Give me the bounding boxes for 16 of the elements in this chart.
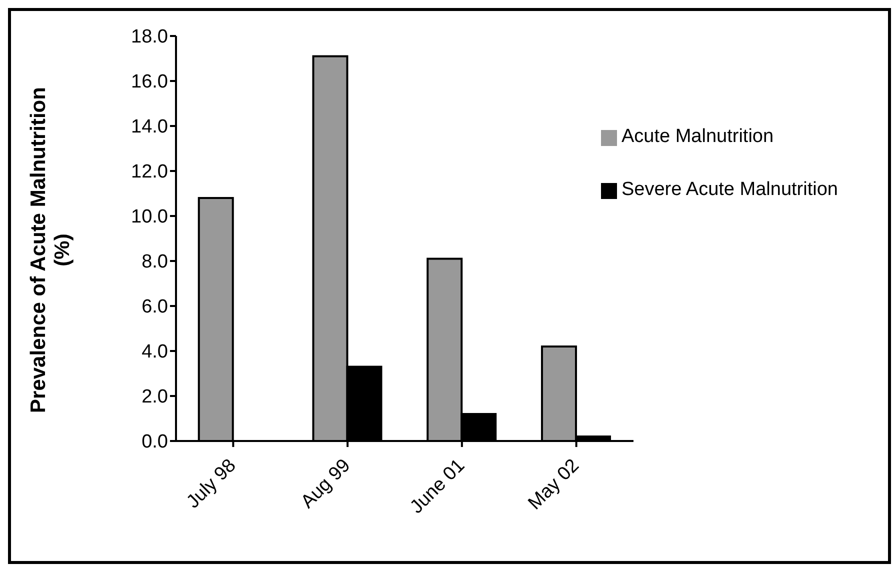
y-tick-label: 0.0 [142, 432, 168, 453]
x-tick-label: July 98 [182, 455, 240, 513]
y-tick-label: 4.0 [142, 342, 168, 363]
y-axis-title: Prevalence of Acute Malnutrition (%) [27, 86, 75, 415]
x-tick-label: Aug 99 [297, 455, 355, 513]
y-tick-label: 14.0 [131, 116, 168, 138]
x-tick-label: May 02 [524, 455, 584, 514]
legend-label: Acute Malnutrition [621, 126, 774, 147]
y-tick-label: 2.0 [142, 386, 168, 408]
y-tick-label: 6.0 [142, 296, 168, 318]
legend-label: Severe Acute Malnutrition [621, 179, 838, 200]
y-tick-label: 16.0 [131, 72, 168, 93]
y-tick-label: 8.0 [142, 252, 168, 273]
y-tick-label: 10.0 [131, 206, 168, 228]
y-tick-label: 12.0 [131, 162, 168, 183]
y-tick-label: 18.0 [131, 26, 168, 48]
